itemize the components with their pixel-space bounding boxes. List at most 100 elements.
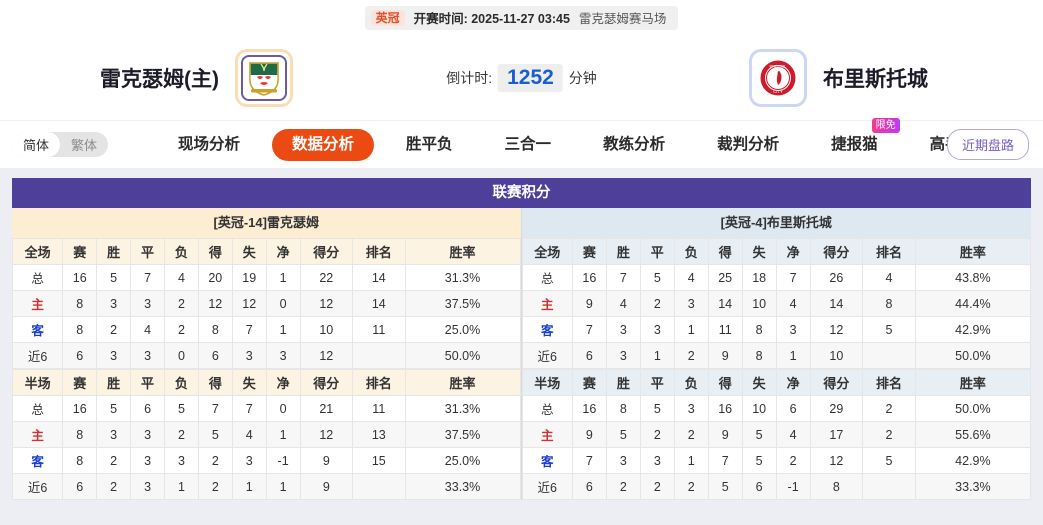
nav-item-win-draw-lose[interactable]: 胜平负	[406, 135, 453, 153]
home-team-crest-icon	[235, 48, 293, 107]
away-fulltime-table: 全场 赛 胜 平 负 得 失 净 得分 排名 胜率 总 16 7 5 4 25 1	[521, 238, 1032, 369]
venue-name: 雷克瑟姆赛马场	[578, 12, 667, 26]
table-cell: 1	[265, 264, 301, 291]
table-cell: 11	[707, 316, 743, 343]
nav-item-referee-analysis[interactable]: 裁判分析	[717, 135, 780, 153]
table-cell: 2	[673, 421, 709, 448]
table-cell: 7	[707, 447, 743, 474]
home-halftime-table-wrap: 半场 赛 胜 平 负 得 失 净 得分 排名 胜率 总 16 5 6 5 7 7 0	[11, 369, 521, 500]
table-cell: 2	[96, 316, 132, 343]
away-halftime-table: 半场 赛 胜 平 负 得 失 净 得分 排名 胜率 总 16 8 5 3 16 1	[521, 369, 1032, 500]
standings-panel-wrap: 联赛积分 [英冠-14]雷克瑟姆 全场 赛 胜 平 负 得 失	[0, 168, 1043, 500]
table-cell: 3	[231, 342, 267, 369]
lang-traditional-button[interactable]: 繁体	[71, 138, 98, 153]
table-cell: 8	[62, 447, 98, 474]
table-cell: 50.0%	[914, 342, 1032, 369]
svg-text:BRISTOL: BRISTOL	[769, 63, 787, 68]
match-info-chip: 英冠 开赛时间: 2025-11-27 03:45 雷克瑟姆赛马场	[364, 5, 679, 30]
table-cell: 4	[775, 290, 811, 317]
table-cell: 3	[130, 290, 165, 317]
table-cell: 4	[163, 264, 199, 291]
table-cell: 25.0%	[404, 447, 521, 474]
table-cell: 2	[673, 342, 709, 369]
table-cell: 2	[775, 447, 811, 474]
table-header-row: 全场 赛 胜 平 负 得 失 净 得分 排名 胜率	[11, 238, 521, 265]
table-cell: 3	[130, 342, 165, 369]
table-cell: 2	[96, 473, 132, 500]
col-header: 得分	[809, 369, 864, 396]
col-header: 平	[130, 238, 165, 265]
row-label: 主	[11, 421, 64, 448]
col-header: 净	[775, 238, 811, 265]
recent-odds-button[interactable]: 近期盘路	[946, 129, 1029, 160]
row-label: 客	[521, 447, 573, 474]
table-cell: 18	[741, 264, 777, 291]
table-cell: 4	[130, 316, 165, 343]
row-label: 近6	[11, 473, 64, 500]
nav-item-three-in-one[interactable]: 三合一	[504, 135, 552, 153]
table-cell: 7	[130, 264, 165, 291]
row-label: 主	[521, 290, 573, 317]
home-team-block[interactable]: 雷克瑟姆(主)	[100, 48, 293, 107]
table-row: 近6 6 2 3 1 2 1 1 9 33.3%	[11, 473, 521, 500]
home-halftime-body: 总 16 5 6 5 7 7 0 21 11 31.3% 主 8 3 3 2 5 4 1 12 13 37.5% 客 8 2 3 3…	[11, 395, 521, 500]
col-header: 排名	[352, 369, 406, 396]
nav-item-jiebao-cat[interactable]: 捷报猫 限免	[805, 117, 904, 161]
table-cell: 2	[673, 473, 709, 500]
row-label: 近6	[11, 342, 64, 369]
table-row: 近6 6 2 2 2 5 6 -1 8 33.3%	[521, 473, 1032, 500]
table-cell: 2	[639, 290, 675, 317]
table-cell: 22	[299, 264, 354, 291]
table-cell: 3	[96, 421, 132, 448]
table-cell: 3	[231, 447, 267, 474]
col-header: 得	[197, 238, 233, 265]
row-label: 客	[11, 316, 64, 343]
table-cell: 9	[707, 421, 743, 448]
table-cell: 9	[299, 473, 354, 500]
nav-item-coach-analysis[interactable]: 教练分析	[603, 135, 666, 153]
col-header: 失	[231, 238, 267, 265]
row-label: 总	[11, 264, 64, 291]
table-cell: 8	[809, 473, 864, 500]
col-header: 排名	[352, 238, 406, 265]
table-cell: 3	[673, 290, 709, 317]
language-toggle[interactable]: 简体 繁体	[12, 132, 109, 157]
table-cell: 42.9%	[914, 447, 1032, 474]
table-cell: 3	[130, 447, 165, 474]
table-cell: 3	[775, 316, 811, 343]
col-header: 半场	[11, 369, 64, 396]
lang-simplified-button[interactable]: 简体	[12, 132, 61, 157]
col-header: 胜	[96, 238, 132, 265]
table-cell: 1	[231, 473, 267, 500]
table-cell: 3	[605, 342, 641, 369]
table-cell: 19	[231, 264, 267, 291]
table-cell: 6	[62, 342, 98, 369]
table-cell: 14	[352, 290, 406, 317]
table-cell: 3	[639, 316, 675, 343]
table-cell: 25	[707, 264, 743, 291]
table-cell: 1	[639, 342, 675, 369]
table-cell: 16	[707, 395, 743, 422]
table-row: 客 8 2 4 2 8 7 1 10 11 25.0%	[11, 316, 521, 343]
table-cell: 14	[707, 290, 743, 317]
table-cell: 17	[809, 421, 864, 448]
col-header: 得分	[299, 369, 354, 396]
away-team-block[interactable]: BRISTOL CITY 布里斯托城	[749, 48, 928, 107]
col-header: 得分	[299, 238, 354, 265]
table-cell: 5	[862, 447, 916, 474]
col-header: 赛	[571, 238, 607, 265]
table-cell: 3	[96, 342, 132, 369]
table-cell: 11	[352, 316, 406, 343]
nav-items: 现场分析 数据分析 胜平负 三合一 教练分析 裁判分析 捷报猫 限免 高手推荐	[152, 117, 1018, 161]
table-cell: 7	[775, 264, 811, 291]
nav-item-live-analysis[interactable]: 现场分析	[178, 135, 241, 153]
table-cell: 50.0%	[404, 342, 521, 369]
away-team-name: 布里斯托城	[823, 67, 928, 91]
table-cell: 25.0%	[404, 316, 521, 343]
svg-text:CITY: CITY	[773, 89, 783, 94]
table-cell: 9	[707, 342, 743, 369]
table-cell: 6	[775, 395, 811, 422]
table-cell: 3	[163, 447, 199, 474]
nav-item-data-analysis[interactable]: 数据分析	[272, 128, 375, 161]
table-header-row: 全场 赛 胜 平 负 得 失 净 得分 排名 胜率	[521, 238, 1032, 265]
